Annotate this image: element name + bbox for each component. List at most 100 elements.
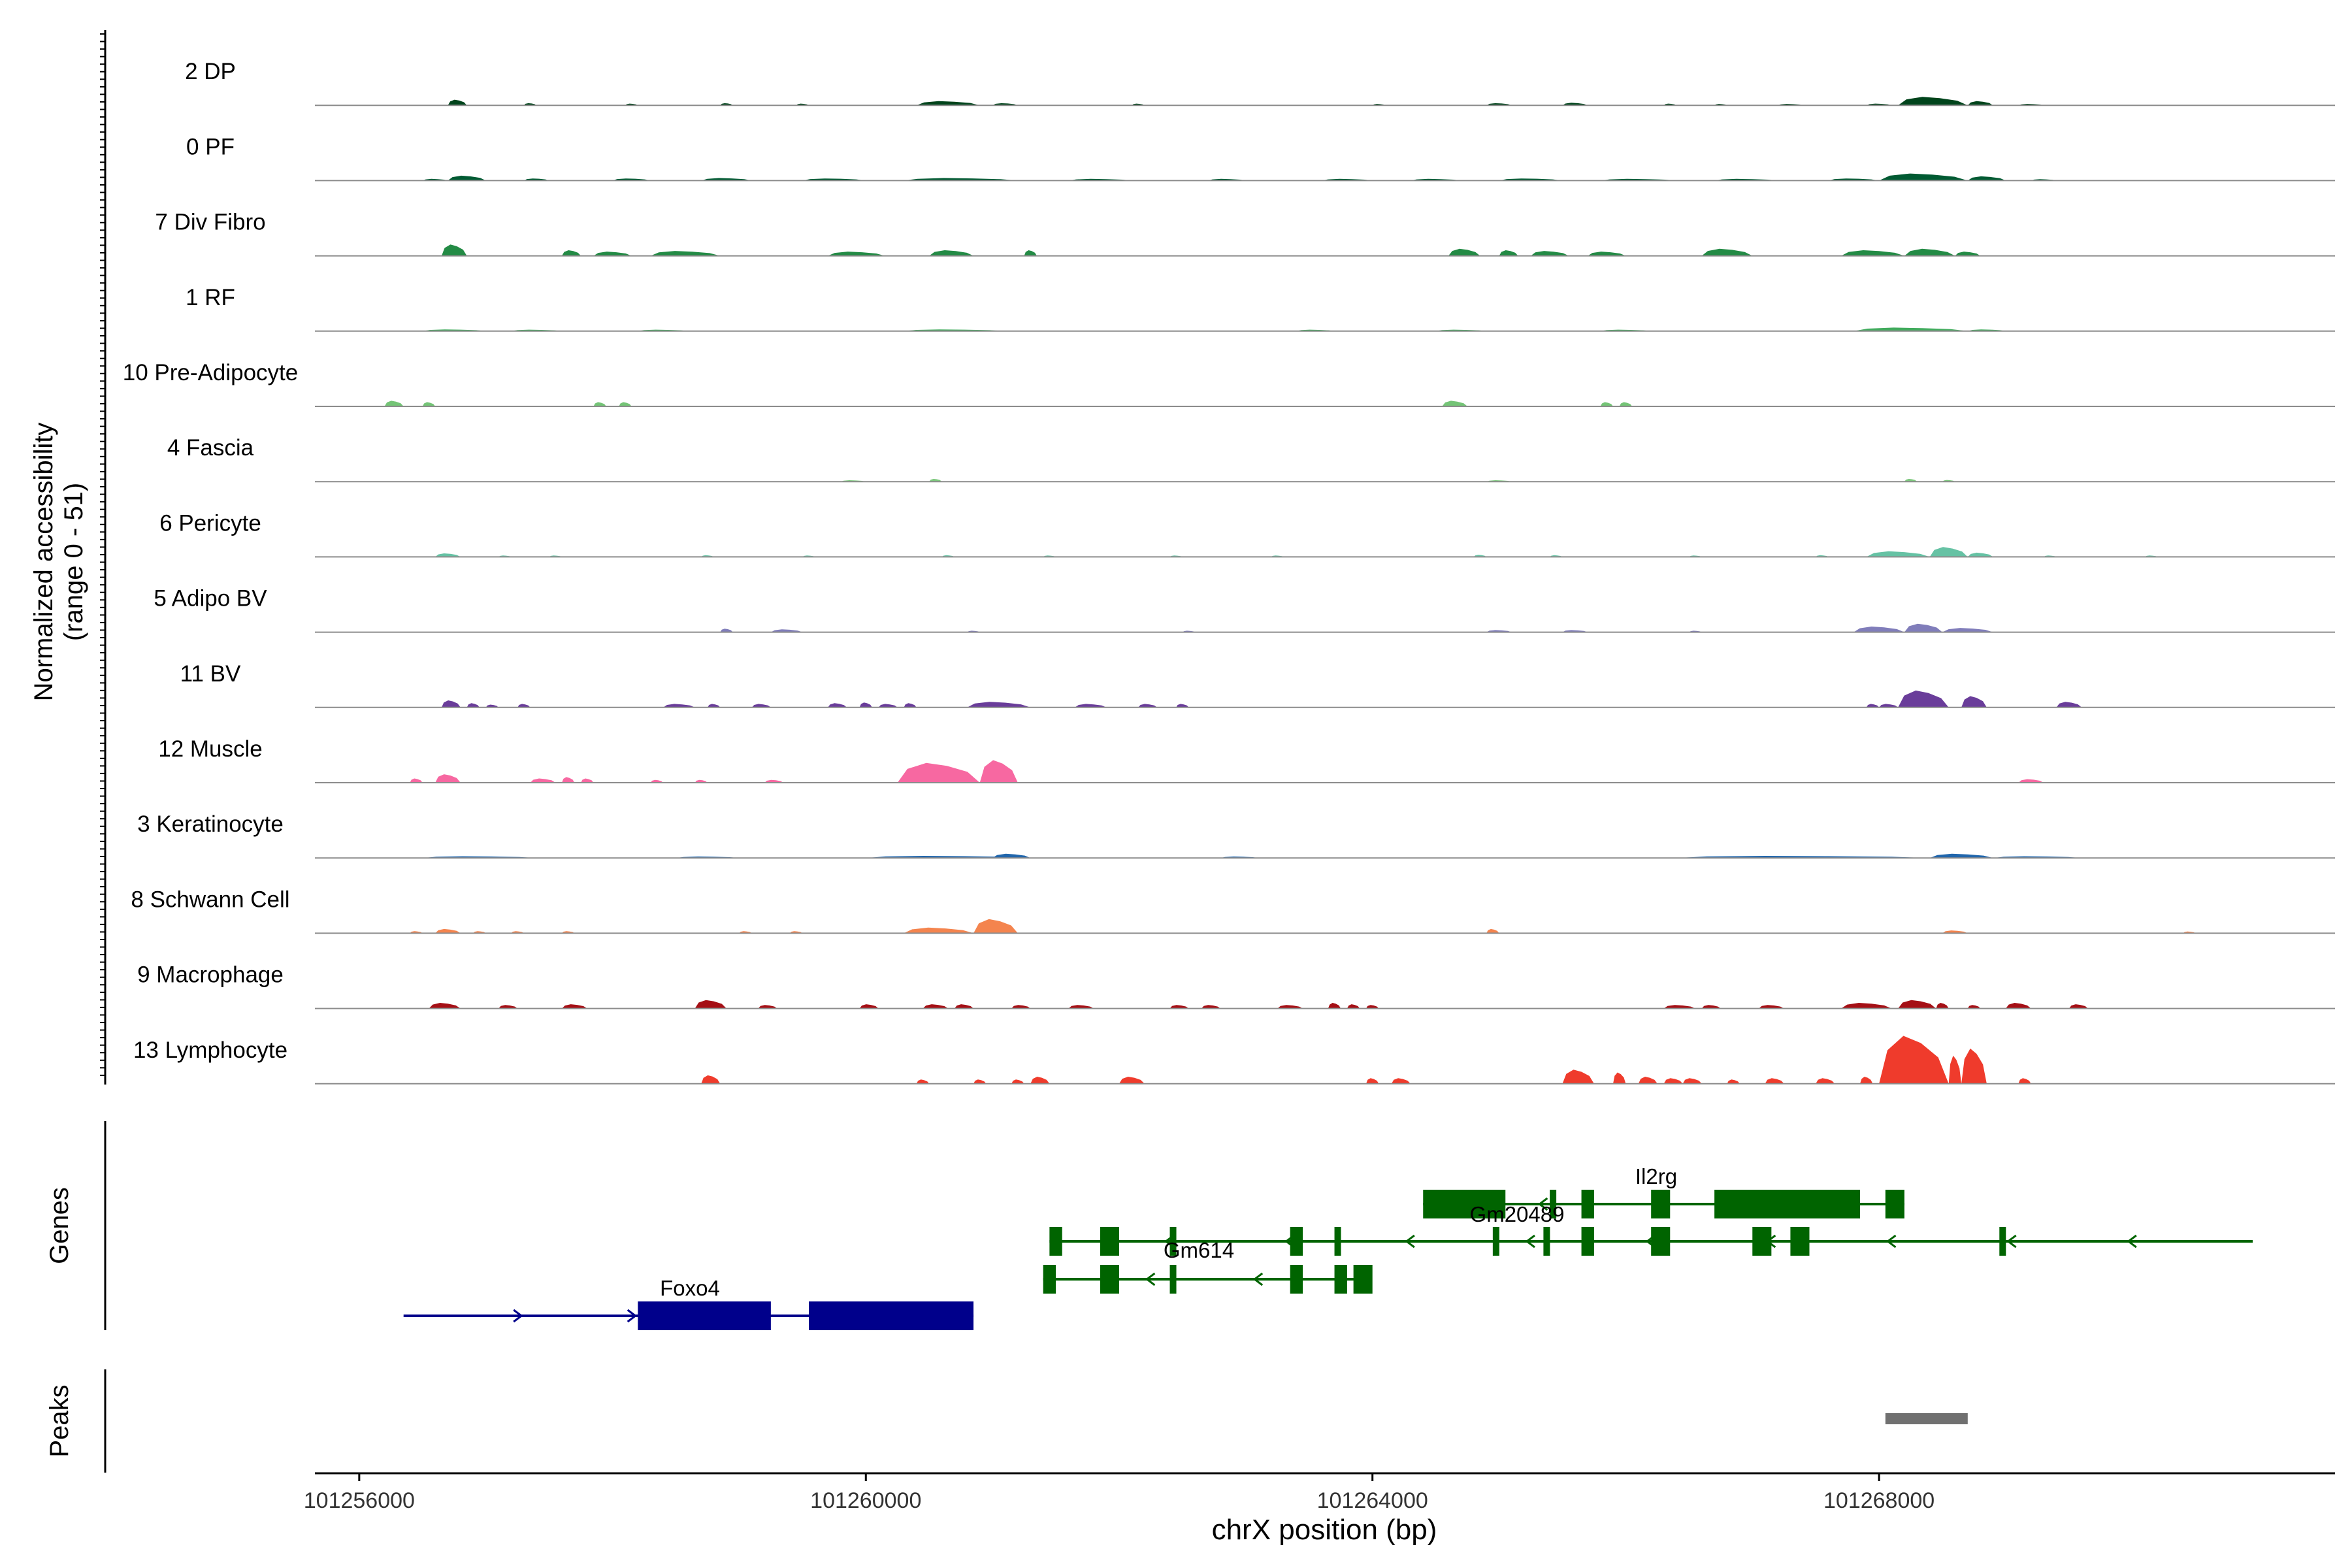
x-axis-tick-label: 101256000 <box>304 1488 415 1513</box>
genes-panel-title: Genes <box>45 1187 74 1264</box>
track-13-signal-10 <box>1638 1077 1658 1084</box>
track-12-signal-11 <box>1201 1005 1221 1009</box>
track-13-signal-1 <box>916 1079 930 1084</box>
gene-0-label: Il2rg <box>1635 1164 1677 1188</box>
gene-1-exon-10 <box>1790 1227 1810 1256</box>
track-13-signal-4 <box>1030 1077 1050 1084</box>
track-9-signal-9 <box>979 760 1018 783</box>
gene-il2rg: Il2rg <box>1423 1164 1904 1218</box>
x-axis: 101256000 101260000 101264000 101268000 chr… <box>304 1472 2335 1546</box>
track-13-label: 13 Lymphocyte <box>133 1037 287 1063</box>
track-5: 4 Fascia <box>167 435 2335 483</box>
track-9-signal-1 <box>435 774 461 783</box>
gene-2-exon-0 <box>1043 1265 1056 1294</box>
track-4-signal-3 <box>619 402 632 406</box>
track-8-signal-7 <box>828 703 847 708</box>
track-11-signal-8 <box>973 919 1018 934</box>
track-9-signal-5 <box>650 779 664 783</box>
track-2-signal-5 <box>929 250 974 256</box>
peaks-panel-title: Peaks <box>45 1384 74 1457</box>
track-8-label: 11 BV <box>180 661 241 687</box>
track-8-signal-12 <box>1075 704 1107 708</box>
track-8-signal-3 <box>517 704 531 708</box>
track-11-label: 8 Schwann Cell <box>131 887 289 912</box>
gene-gm20489: Gm20489 <box>1049 1202 2253 1256</box>
gene-0-exon-0 <box>1423 1190 1506 1218</box>
track-6-signal-14 <box>1929 547 1968 557</box>
track-11: 8 Schwann Cell <box>131 887 2335 934</box>
track-12-signal-16 <box>1663 1005 1695 1009</box>
track-4-signal-2 <box>593 402 606 406</box>
track-1-label: 0 PF <box>186 134 235 159</box>
track-12-signal-13 <box>1328 1003 1341 1009</box>
gene-2-strand-arrow <box>1145 1272 1156 1286</box>
track-2-signal-8 <box>1499 250 1518 256</box>
track-12-signal-5 <box>859 1004 879 1009</box>
track-12-signal-12 <box>1277 1005 1303 1009</box>
gene-3-exon-0 <box>638 1301 771 1330</box>
track-13-signal-0 <box>701 1075 721 1084</box>
gene-0-exon-4 <box>1714 1190 1861 1218</box>
track-12-signal-17 <box>1701 1005 1721 1009</box>
track-0-label: 2 DP <box>185 59 236 84</box>
track-12-signal-6 <box>923 1004 949 1009</box>
gene-3-exon-1 <box>809 1301 974 1330</box>
y-axis-ticks <box>100 33 105 1076</box>
gene-0-exon-5 <box>1885 1190 1904 1218</box>
track-6: 6 Pericyte <box>159 510 2335 558</box>
gene-3-strand-arrow <box>627 1309 638 1323</box>
track-4-signal-1 <box>422 402 436 406</box>
track-3: 1 RF <box>186 285 2335 332</box>
track-11-signal-10 <box>1942 930 1968 934</box>
gene-1-strand-arrow <box>2006 1234 2017 1249</box>
track-12-signal-3 <box>694 1000 727 1009</box>
track-5-label: 4 Fascia <box>167 435 254 461</box>
track-13-signal-3 <box>1011 1079 1024 1084</box>
gene-1-exon-11 <box>1999 1227 2006 1256</box>
gene-1-exon-2 <box>1169 1227 1177 1256</box>
track-1-signal-15 <box>1879 173 1968 181</box>
track-2-signal-1 <box>562 250 581 256</box>
track-8-signal-1 <box>466 703 480 708</box>
track-7-signal-7 <box>1854 627 1904 632</box>
track-8-signal-0 <box>441 700 461 708</box>
gene-2-strand-arrow <box>1252 1272 1264 1286</box>
y-axis-title-line2: (range 0 - 51) <box>59 483 88 641</box>
peak-regions <box>1885 1413 1968 1424</box>
track-13-signal-19 <box>1961 1048 1987 1084</box>
track-8: 11 BV <box>180 661 2335 708</box>
track-4-signal-0 <box>384 400 404 406</box>
gene-2-label: Gm614 <box>1164 1238 1234 1262</box>
track-13-signal-11 <box>1663 1078 1683 1084</box>
track-10-signal-6 <box>1929 853 1993 858</box>
gene-1-exon-8 <box>1651 1227 1671 1256</box>
track-13-signal-14 <box>1765 1078 1784 1084</box>
track-7-signal-9 <box>1942 628 1993 632</box>
track-13-signal-17 <box>1879 1036 1949 1084</box>
track-12-signal-23 <box>2006 1003 2031 1009</box>
track-2-signal-7 <box>1448 248 1480 256</box>
track-8-signal-5 <box>708 704 721 708</box>
track-12-signal-24 <box>2068 1004 2088 1009</box>
track-3-label: 1 RF <box>186 285 235 310</box>
gene-1-strand-arrow <box>2127 1234 2137 1249</box>
track-9-signal-2 <box>530 778 556 783</box>
track-7-signal-8 <box>1904 623 1942 632</box>
track-13-signal-5 <box>1119 1077 1145 1084</box>
x-axis-tick-label: 101260000 <box>810 1488 921 1513</box>
track-2-signal-3 <box>650 251 721 256</box>
track-13-signal-20 <box>2018 1078 2031 1084</box>
track-7-signal-1 <box>770 629 803 632</box>
track-2: 7 Div Fibro <box>155 210 2335 257</box>
track-13-signal-6 <box>1366 1078 1379 1084</box>
track-7-label: 5 Adipo BV <box>154 586 267 612</box>
track-13-signal-16 <box>1860 1077 1873 1084</box>
gene-1-exon-4 <box>1334 1227 1341 1256</box>
track-12-signal-19 <box>1841 1003 1892 1009</box>
track-6-signal-13 <box>1866 551 1930 557</box>
x-axis-title: chrX position (bp) <box>1212 1514 1437 1546</box>
track-8-signal-6 <box>751 704 771 708</box>
gene-2-exon-1 <box>1100 1265 1119 1294</box>
track-1-signal-1 <box>448 175 486 181</box>
